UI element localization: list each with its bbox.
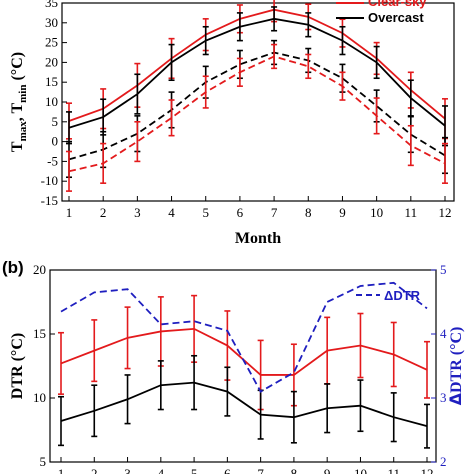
y-tick-label: 15 [45,74,58,89]
y-tick-label: -5 [47,153,58,168]
x-tick-label: 6 [237,205,244,220]
x-tick-label: 1 [66,205,73,220]
panel-a-y-ticks: -15 -10 -5 0 5 10 15 20 25 30 35 [41,0,67,208]
panel-a-x-axis-label: Month [235,230,281,247]
x-tick-label: 10 [370,205,383,220]
panel-a-plot [66,0,448,192]
y-tick-label: 15 [33,326,46,341]
x-tick-label: 3 [134,205,141,220]
x-tick-label: 4 [158,466,165,474]
x-tick-label: 9 [324,466,331,474]
series-line-2 [60,281,428,393]
y-tick-label: 5 [52,114,59,129]
x-tick-label: 12 [439,205,452,220]
panel-b-y-axis-label-right: ΔDTR (°C) [446,327,465,406]
series-line-2 [68,51,446,161]
x-tick-label: 7 [257,466,264,474]
panel-b-frame [49,269,437,463]
y-tick-label: 10 [45,94,58,109]
legend-overcast-label: Overcast [368,10,424,25]
y-tick-label: 10 [33,390,46,405]
y-right-tick-label: 5 [440,262,447,277]
x-tick-label: 7 [271,205,278,220]
panel-b-y-ticks-right: 2 3 4 5 [431,262,447,469]
x-tick-label: 11 [387,466,400,474]
x-tick-label: 12 [421,466,434,474]
y-tick-label: 30 [45,15,58,30]
x-tick-label: 3 [124,466,131,474]
panel-b-y-ticks-left: 5 10 15 20 [33,262,55,469]
series-line-1 [60,381,428,428]
series-line-0 [68,8,446,122]
x-tick-label: 6 [224,466,231,474]
x-tick-label: 1 [58,466,65,474]
series-line-1 [68,17,446,129]
panel-a-x-ticks: 1 2 3 4 5 6 7 8 9 10 11 12 [66,196,452,220]
y-right-tick-label: 4 [440,326,447,341]
panel-b-legend: ΔDTR [356,288,421,303]
y-right-tick-label: 3 [440,390,447,405]
series-line-3 [68,55,446,173]
x-tick-label: 8 [305,205,312,220]
x-tick-label: 2 [91,466,98,474]
x-tick-label: 11 [405,205,418,220]
series-line-0 [60,327,428,376]
y-tick-label: -10 [41,173,58,188]
x-tick-label: 2 [100,205,107,220]
panel-b-x-ticks: 1 2 3 4 5 6 7 8 9 10 11 12 [58,457,434,474]
y-tick-label: 20 [33,262,46,277]
y-right-tick-label: 2 [440,454,447,469]
panel-a-frame [61,2,455,202]
x-tick-label: 5 [202,205,209,220]
panel-b-plot [58,281,430,449]
panel-b-y-axis-label-left: DTR (°C) [9,333,26,399]
x-tick-label: 8 [291,466,298,474]
legend-delta-dtr-label: ΔDTR [384,288,421,303]
panel-b-label: (b) [2,258,24,277]
x-tick-label: 10 [354,466,367,474]
x-tick-label: 9 [339,205,346,220]
x-tick-label: 4 [168,205,175,220]
y-tick-label: 35 [45,0,58,10]
y-tick-label: 0 [52,134,59,149]
y-tick-label: 25 [45,35,58,50]
panel-a-y-axis-label: Tmax, Tmin (°C) [9,52,29,152]
y-tick-label: 20 [45,54,58,69]
y-tick-label: -15 [41,193,58,208]
x-tick-label: 5 [191,466,198,474]
y-tick-label: 5 [40,454,47,469]
legend-clear-sky-label: Clear-sky [368,0,427,9]
panel-a-legend: Clear-sky Overcast [336,0,427,25]
